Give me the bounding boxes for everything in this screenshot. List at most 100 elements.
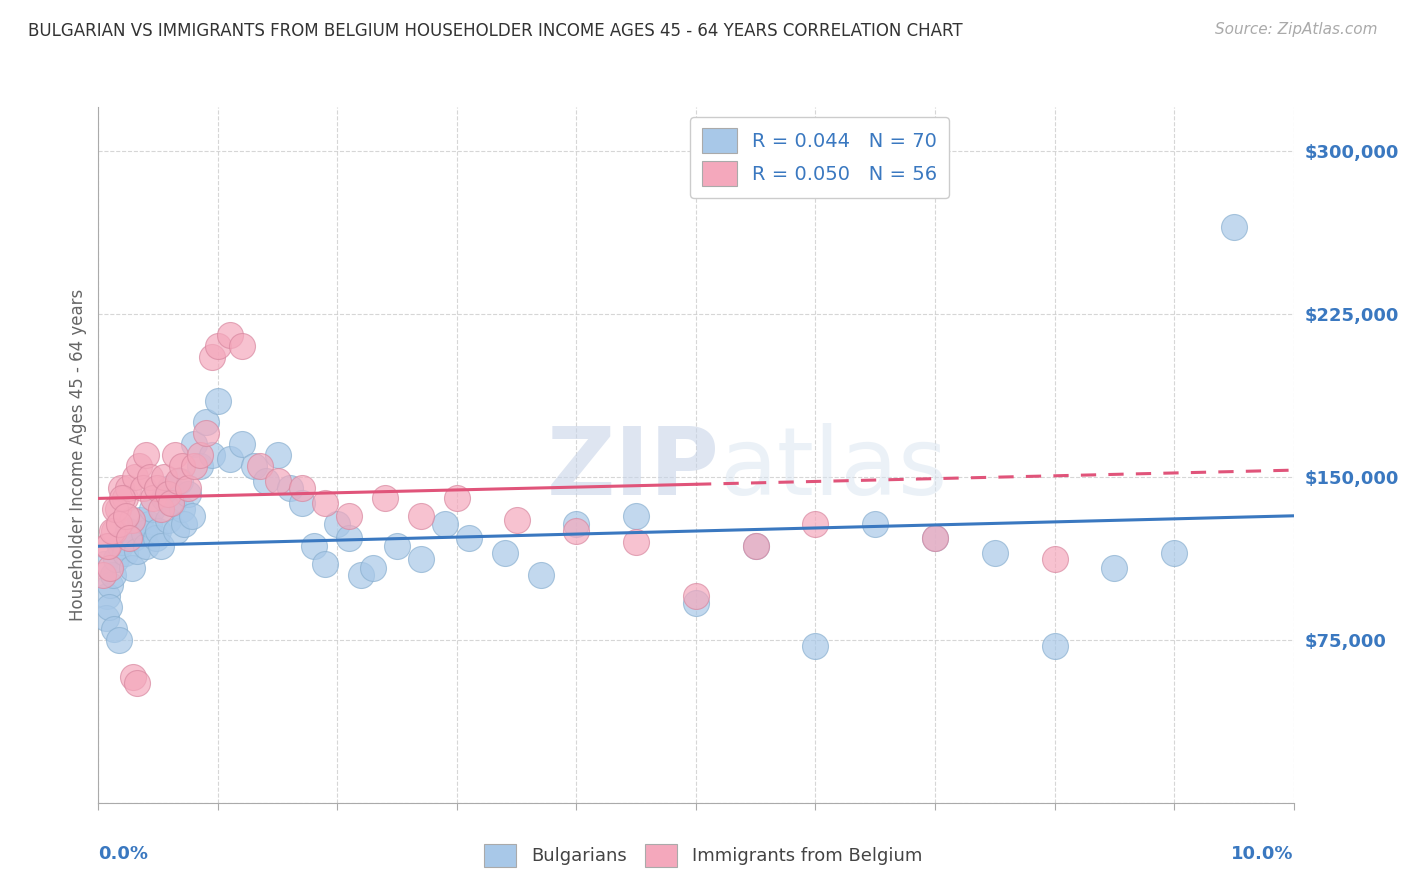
- Y-axis label: Householder Income Ages 45 - 64 years: Householder Income Ages 45 - 64 years: [69, 289, 87, 621]
- Point: [385, 539, 409, 553]
- Point: [188, 448, 211, 462]
- Text: 10.0%: 10.0%: [1232, 845, 1294, 863]
- Point: [172, 502, 194, 516]
- Point: [565, 517, 588, 532]
- Point: [302, 539, 325, 553]
- Point: [162, 496, 184, 510]
- Point: [97, 539, 120, 553]
- Point: [100, 524, 122, 538]
- Point: [107, 502, 129, 516]
- Point: [1043, 552, 1066, 566]
- Point: [411, 508, 433, 523]
- Point: [201, 350, 224, 364]
- Point: [117, 524, 139, 538]
- Point: [173, 517, 195, 532]
- Point: [745, 539, 768, 553]
- Point: [115, 508, 138, 523]
- Point: [411, 552, 433, 566]
- Point: [624, 535, 647, 549]
- Point: [350, 567, 373, 582]
- Point: [153, 491, 176, 506]
- Point: [529, 567, 551, 582]
- Point: [231, 437, 253, 451]
- Point: [1102, 561, 1125, 575]
- Point: [745, 539, 768, 553]
- Point: [177, 487, 200, 501]
- Point: [1043, 639, 1066, 653]
- Point: [290, 481, 312, 495]
- Point: [231, 339, 253, 353]
- Point: [149, 502, 172, 516]
- Point: [121, 561, 143, 575]
- Point: [111, 491, 134, 506]
- Point: [159, 481, 181, 495]
- Text: ZIP: ZIP: [547, 423, 720, 515]
- Point: [156, 487, 179, 501]
- Point: [107, 632, 129, 647]
- Point: [160, 496, 183, 510]
- Point: [183, 437, 205, 451]
- Point: [153, 469, 176, 483]
- Point: [149, 539, 172, 553]
- Point: [108, 539, 131, 553]
- Point: [125, 676, 148, 690]
- Point: [156, 513, 179, 527]
- Point: [118, 531, 141, 545]
- Point: [278, 481, 301, 495]
- Point: [624, 508, 647, 523]
- Text: atlas: atlas: [720, 423, 948, 515]
- Point: [98, 600, 121, 615]
- Point: [685, 596, 707, 610]
- Point: [361, 561, 384, 575]
- Point: [94, 611, 117, 625]
- Point: [339, 531, 360, 545]
- Point: [433, 517, 456, 532]
- Point: [207, 393, 229, 408]
- Point: [167, 474, 190, 488]
- Point: [290, 496, 312, 510]
- Point: [983, 546, 1005, 560]
- Point: [863, 517, 886, 532]
- Point: [314, 496, 337, 510]
- Point: [163, 448, 186, 462]
- Point: [180, 508, 202, 523]
- Point: [138, 517, 160, 532]
- Point: [117, 481, 139, 495]
- Point: [105, 552, 128, 566]
- Point: [374, 491, 396, 506]
- Point: [565, 524, 588, 538]
- Legend: R = 0.044   N = 70, R = 0.050   N = 56: R = 0.044 N = 70, R = 0.050 N = 56: [690, 117, 949, 198]
- Point: [114, 546, 136, 560]
- Point: [96, 539, 118, 553]
- Point: [131, 481, 153, 495]
- Point: [685, 589, 707, 603]
- Point: [141, 502, 163, 516]
- Point: [207, 339, 229, 353]
- Point: [494, 546, 516, 560]
- Point: [98, 561, 122, 575]
- Point: [172, 458, 194, 473]
- Point: [194, 426, 218, 441]
- Point: [103, 524, 125, 538]
- Point: [96, 589, 118, 603]
- Point: [111, 535, 134, 549]
- Text: Source: ZipAtlas.com: Source: ZipAtlas.com: [1215, 22, 1378, 37]
- Point: [339, 508, 360, 523]
- Point: [1222, 219, 1246, 234]
- Point: [243, 458, 266, 473]
- Point: [91, 567, 114, 582]
- Text: BULGARIAN VS IMMIGRANTS FROM BELGIUM HOUSEHOLDER INCOME AGES 45 - 64 YEARS CORRE: BULGARIAN VS IMMIGRANTS FROM BELGIUM HOU…: [28, 22, 963, 40]
- Point: [125, 543, 148, 558]
- Point: [146, 481, 169, 495]
- Point: [107, 517, 129, 532]
- Point: [924, 531, 946, 545]
- Point: [139, 469, 162, 483]
- Point: [122, 670, 145, 684]
- Point: [110, 481, 132, 495]
- Point: [114, 491, 136, 506]
- Point: [446, 491, 468, 506]
- Point: [267, 448, 290, 462]
- Point: [165, 524, 187, 538]
- Point: [254, 474, 277, 488]
- Point: [326, 517, 349, 532]
